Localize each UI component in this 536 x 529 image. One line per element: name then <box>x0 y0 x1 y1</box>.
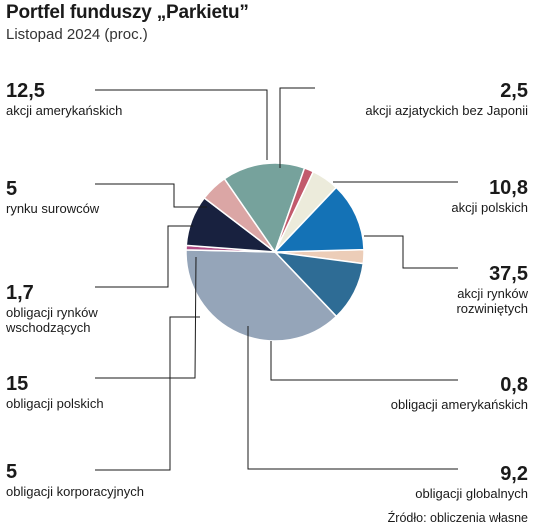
leader-line-3 <box>270 341 458 381</box>
slice-value-8: 5 <box>6 178 17 200</box>
slice-label-4-0: obligacji globalnych <box>415 486 528 501</box>
source-note: Źródło: obliczenia własne <box>388 510 528 525</box>
slice-value-2: 37,5 <box>489 263 528 285</box>
pie-slice-2 <box>185 249 338 342</box>
leader-line-0 <box>279 87 315 168</box>
leader-line-4 <box>247 326 458 470</box>
slice-label-8-0: rynku surowców <box>6 201 100 216</box>
slice-label-7-1: wschodzących <box>5 320 91 335</box>
leader-lines <box>95 87 458 471</box>
slice-label-9-0: akcji amerykańskich <box>6 103 122 118</box>
slice-label-3-0: obligacji amerykańskich <box>391 397 528 412</box>
slice-label-5-0: obligacji korporacyjnych <box>6 484 144 499</box>
leader-line-9 <box>95 89 268 160</box>
slice-value-0: 2,5 <box>500 80 528 102</box>
slice-value-6: 15 <box>6 373 28 395</box>
chart-title: Portfel funduszy „Parkietu” <box>6 2 249 23</box>
slice-value-7: 1,7 <box>6 282 34 304</box>
pie-slices <box>185 162 365 342</box>
slice-label-2-0: akcji rynków <box>457 286 528 301</box>
slice-value-4: 9,2 <box>500 463 528 485</box>
leader-line-5 <box>95 316 200 471</box>
leader-line-7 <box>95 225 193 288</box>
chart-subtitle: Listopad 2024 (proc.) <box>6 26 148 43</box>
leader-line-6 <box>95 256 197 379</box>
slice-value-3: 0,8 <box>500 374 528 396</box>
slice-value-1: 10,8 <box>489 177 528 199</box>
pie-slice-6 <box>223 162 306 254</box>
leader-line-2 <box>364 235 458 269</box>
slice-label-6-0: obligacji polskich <box>6 396 104 411</box>
pie-slice-9 <box>273 186 365 253</box>
slice-label-1-0: akcji polskich <box>451 200 528 215</box>
leader-line-8 <box>95 183 207 208</box>
slice-value-9: 12,5 <box>6 80 45 102</box>
slice-value-5: 5 <box>6 461 17 483</box>
slice-label-0-0: akcji azjatyckich bez Japonii <box>365 103 528 118</box>
slice-label-7-0: obligacji rynków <box>6 305 98 320</box>
slice-label-2-1: rozwiniętych <box>456 301 528 316</box>
